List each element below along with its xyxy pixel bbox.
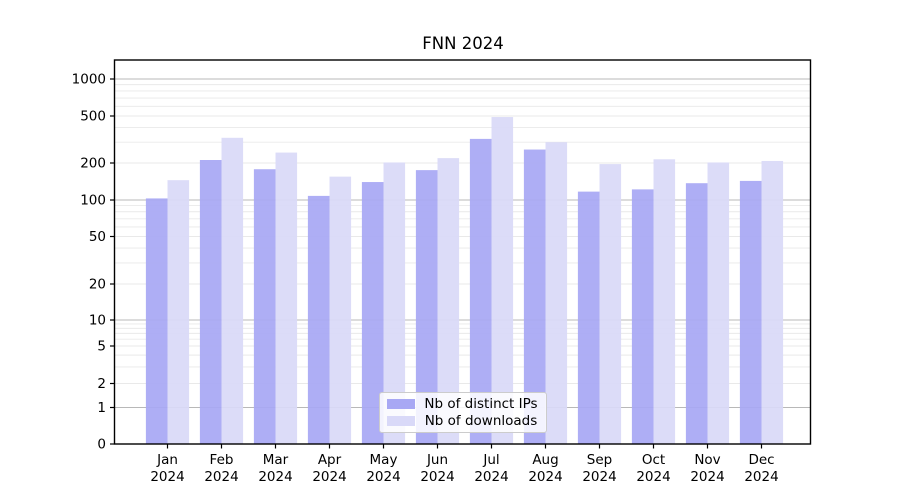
y-tick-label: 1 — [97, 400, 106, 416]
y-tick-label: 200 — [80, 156, 106, 172]
x-tick-label-month: Jun — [426, 452, 448, 468]
bar-downloads-mar — [275, 152, 298, 444]
x-tick-label-year: 2024 — [204, 469, 238, 485]
x-tick-label-year: 2024 — [690, 469, 724, 485]
bar-downloads-apr — [329, 176, 352, 444]
bar-distinct-ips-nov — [685, 183, 708, 444]
x-tick-label-month: Aug — [532, 452, 558, 468]
bar-downloads-dec — [761, 160, 784, 444]
bar-downloads-nov — [707, 162, 730, 444]
bar-distinct-ips-sep — [577, 191, 600, 444]
chart-title: FNN 2024 — [422, 34, 504, 53]
x-tick-label-year: 2024 — [582, 469, 616, 485]
bar-distinct-ips-jul — [469, 138, 492, 445]
x-tick-label-year: 2024 — [258, 469, 292, 485]
y-tick-label: 5 — [97, 339, 106, 355]
x-tick-label-year: 2024 — [420, 469, 454, 485]
x-tick-label-month: Dec — [748, 452, 774, 468]
y-tick-label: 50 — [89, 229, 106, 245]
x-tick-label-month: Mar — [263, 452, 289, 468]
x-tick-label-month: Jan — [156, 452, 178, 468]
y-tick-label: 10 — [89, 313, 106, 329]
legend-item-distinct-ips: Nb of distinct IPs — [387, 396, 538, 412]
x-tick-label-year: 2024 — [528, 469, 562, 485]
x-tick-label-year: 2024 — [636, 469, 670, 485]
bar-distinct-ips-jan — [145, 198, 168, 444]
y-tick-label: 2 — [97, 376, 106, 392]
legend: Nb of distinct IPs Nb of downloads — [379, 392, 547, 433]
bar-downloads-jan — [167, 180, 190, 444]
legend-swatch-distinct-ips — [387, 399, 415, 410]
bar-distinct-ips-jun — [415, 170, 438, 444]
y-tick-label: 20 — [89, 277, 106, 293]
bar-distinct-ips-oct — [631, 189, 654, 444]
legend-label-downloads: Nb of downloads — [424, 412, 538, 429]
bar-downloads-aug — [545, 142, 568, 445]
x-tick-label-year: 2024 — [312, 469, 346, 485]
x-tick-label-month: Feb — [210, 452, 234, 468]
bar-downloads-sep — [599, 164, 622, 444]
legend-item-downloads: Nb of downloads — [387, 413, 538, 429]
legend-label-distinct-ips: Nb of distinct IPs — [424, 396, 538, 413]
y-tick-label: 0 — [97, 437, 106, 453]
x-tick-label-year: 2024 — [474, 469, 508, 485]
x-tick-label-year: 2024 — [150, 469, 184, 485]
x-tick-label-month: Sep — [587, 452, 612, 468]
bar-downloads-jun — [437, 158, 460, 444]
bar-downloads-jul — [491, 117, 514, 445]
bar-downloads-oct — [653, 159, 676, 444]
x-tick-label-year: 2024 — [366, 469, 400, 485]
bar-distinct-ips-dec — [739, 180, 762, 444]
legend-swatch-downloads — [387, 415, 415, 426]
x-tick-label-month: Jul — [482, 452, 499, 468]
x-tick-label-month: Oct — [642, 452, 665, 468]
bar-distinct-ips-may — [361, 182, 384, 445]
bar-distinct-ips-apr — [307, 195, 330, 444]
y-tick-label: 1000 — [72, 72, 106, 88]
bar-downloads-may — [383, 162, 406, 444]
bar-distinct-ips-feb — [199, 160, 222, 444]
x-tick-label-month: May — [370, 452, 398, 468]
x-tick-label-month: Nov — [694, 452, 720, 468]
plot-border — [113, 59, 812, 445]
y-tick-label: 500 — [80, 109, 106, 125]
bar-distinct-ips-mar — [253, 169, 276, 445]
x-tick-label-year: 2024 — [744, 469, 778, 485]
bar-downloads-feb — [221, 137, 244, 444]
bar-distinct-ips-aug — [523, 149, 546, 444]
x-tick-label-month: Apr — [318, 452, 342, 468]
y-tick-label: 100 — [80, 193, 106, 209]
